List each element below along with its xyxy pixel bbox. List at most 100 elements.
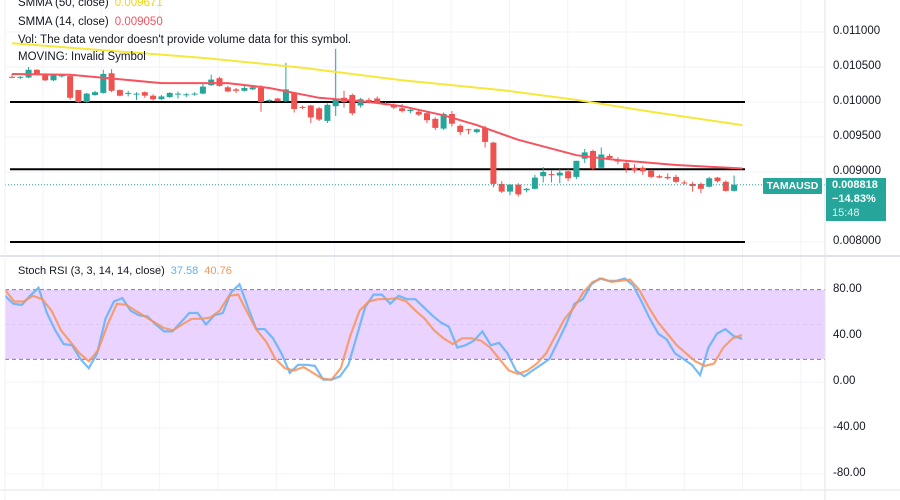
candle	[556, 169, 563, 184]
price-tick-label: 0.009500	[833, 130, 881, 142]
candle	[482, 125, 489, 148]
candle-body	[316, 108, 323, 120]
candle	[507, 183, 513, 196]
candle-body	[357, 99, 364, 106]
candle-body	[258, 88, 264, 102]
candle	[490, 141, 497, 188]
stoch-tick-label: 80.00	[833, 283, 862, 295]
candle-body	[731, 184, 738, 191]
last-price-box: 0.008818 −14.83% 15:48	[826, 178, 886, 221]
price-tick-label: 0.010500	[833, 60, 881, 72]
candle	[515, 183, 522, 197]
candle-body	[722, 181, 729, 191]
candle	[722, 180, 729, 192]
price-tick-label: 0.008000	[833, 235, 881, 247]
candle	[332, 48, 339, 116]
candle-body	[515, 184, 522, 195]
candle-body	[565, 171, 572, 179]
candle	[590, 149, 596, 171]
candle-body	[448, 113, 455, 124]
candle-body	[540, 172, 547, 177]
candle-body	[498, 183, 505, 192]
candle	[681, 180, 688, 185]
candle-body	[590, 151, 596, 169]
candle-body	[415, 111, 422, 115]
candle-body	[9, 76, 15, 78]
candle-body	[673, 176, 679, 182]
candle	[697, 182, 704, 193]
candle	[175, 91, 181, 99]
candle	[540, 167, 547, 183]
candle	[706, 176, 713, 188]
candle-body	[175, 93, 181, 95]
candle	[523, 188, 530, 193]
candle-body	[465, 129, 472, 131]
candle	[282, 62, 289, 102]
legend-moving[interactable]: MOVING: Invalid Symbol	[18, 51, 146, 63]
candle	[108, 69, 115, 93]
legend-smma14[interactable]: SMMA (14, close) 0.009050	[18, 16, 163, 28]
candle-body	[706, 178, 713, 187]
candle	[664, 173, 671, 180]
candle-body	[440, 113, 447, 129]
candle-body	[158, 96, 165, 100]
smma14-line	[11, 73, 743, 170]
candle-body	[681, 182, 688, 184]
candle-body	[58, 75, 65, 77]
candle	[316, 106, 323, 121]
candle-body	[631, 167, 638, 171]
grid-lines	[5, 0, 825, 490]
candle	[208, 74, 215, 86]
legend-smma50[interactable]: SMMA (50, close) 0.009671	[18, 0, 163, 9]
candle-body	[249, 87, 256, 90]
legend-label: SMMA (14, close)	[18, 16, 109, 28]
candle	[299, 105, 306, 109]
candle	[75, 90, 82, 103]
candle-body	[224, 87, 231, 92]
candle-body	[507, 184, 513, 192]
candle	[324, 103, 331, 123]
candle-body	[407, 109, 414, 112]
bar-countdown: 15:48	[832, 207, 860, 219]
candle-body	[216, 78, 223, 86]
candle	[166, 92, 173, 98]
candle-body	[83, 93, 90, 102]
candle	[424, 111, 430, 123]
candle-body	[573, 160, 580, 177]
price-tick-label: 0.009000	[833, 165, 881, 177]
candle-body	[490, 142, 497, 184]
legend-value: 0.009050	[114, 16, 163, 28]
candle	[465, 128, 472, 135]
legend-label: SMMA (50, close)	[18, 0, 109, 9]
candle	[158, 95, 165, 100]
candle-body	[598, 154, 605, 168]
candle-body	[714, 177, 721, 182]
candle-body	[556, 172, 563, 176]
candle-body	[473, 129, 480, 133]
candle	[92, 90, 98, 96]
candle-body	[125, 92, 132, 94]
candle-body	[116, 90, 123, 96]
candle	[199, 83, 206, 95]
candle	[216, 76, 223, 87]
stoch-tick-label: -40.00	[833, 421, 866, 433]
candle-body	[548, 174, 555, 176]
candle-body	[67, 76, 74, 98]
candle	[565, 169, 572, 182]
stoch-band	[5, 290, 825, 359]
candle-body	[50, 75, 57, 81]
candle	[548, 170, 555, 183]
candle-body	[233, 89, 240, 91]
stoch-tick-label: 0.00	[833, 375, 856, 387]
candle-body	[75, 90, 82, 102]
candle-body	[199, 86, 206, 94]
candle-body	[390, 104, 397, 108]
candle	[448, 111, 455, 127]
candle-body	[299, 106, 306, 108]
legend-volume[interactable]: Vol: The data vendor doesn't provide vol…	[18, 34, 352, 46]
candle	[133, 92, 140, 100]
legend-stoch-rsi[interactable]: Stoch RSI (3, 3, 14, 14, close) 37.58 40.7…	[18, 265, 232, 277]
candle	[349, 93, 356, 116]
candle	[639, 165, 646, 175]
